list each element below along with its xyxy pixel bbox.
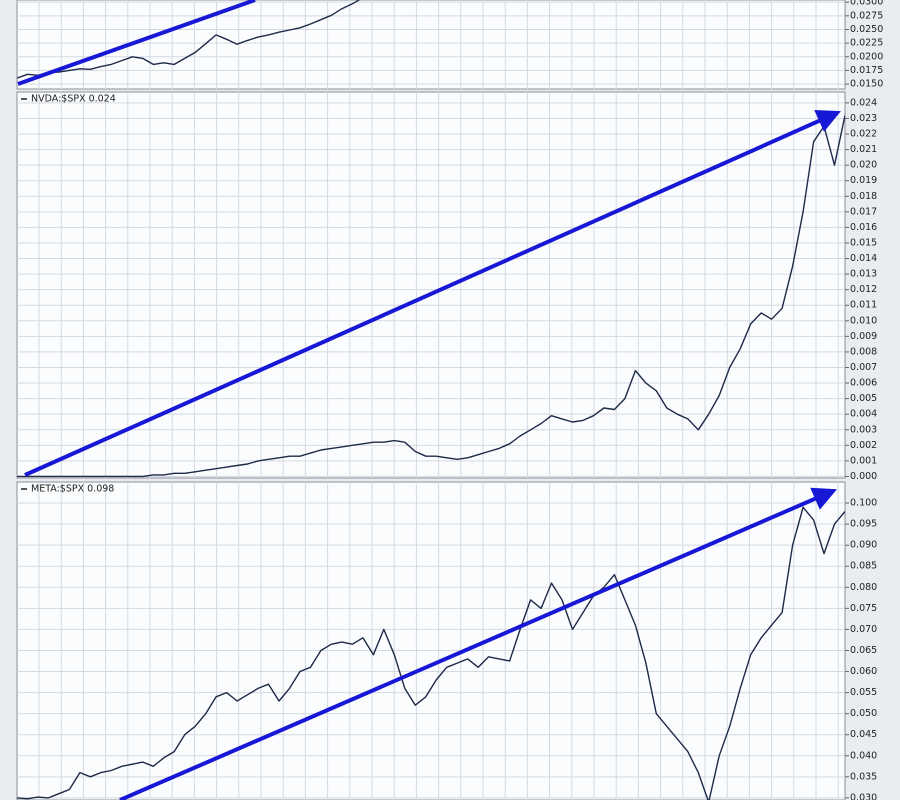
y-tick-label: 0.050 <box>850 708 877 719</box>
y-tick-label: 0.023 <box>850 113 877 124</box>
y-tick-label: 0.005 <box>850 393 877 404</box>
y-tick-label: 0.000 <box>850 471 877 482</box>
y-tick-label: 0.003 <box>850 424 877 435</box>
y-tick-label: 0.016 <box>850 222 877 233</box>
y-tick-label: 0.075 <box>850 603 877 614</box>
data-line <box>17 115 845 478</box>
y-tick-label: 0.014 <box>850 253 877 264</box>
panel-title: META:$SPX 0.098 <box>31 484 114 495</box>
y-tick-label: 0.060 <box>850 666 877 677</box>
y-tick-label: 0.065 <box>850 645 877 656</box>
y-tick-label: 0.001 <box>850 455 877 466</box>
trend-arrow <box>24 109 841 477</box>
y-tick-label: 0.0300 <box>850 0 883 8</box>
y-tick-label: 0.030 <box>850 792 877 800</box>
y-tick-label: 0.100 <box>850 498 877 509</box>
y-tick-label: 0.010 <box>850 315 877 326</box>
y-tick-label: 0.0225 <box>850 38 883 49</box>
y-tick-label: 0.011 <box>850 300 877 311</box>
y-tick-label: 0.018 <box>850 191 877 202</box>
y-tick-label: 0.0250 <box>850 24 883 35</box>
y-tick-label: 0.008 <box>850 346 877 357</box>
y-tick-label: 0.070 <box>850 624 877 635</box>
y-tick-label: 0.022 <box>850 129 877 140</box>
y-tick-label: 0.080 <box>850 582 877 593</box>
y-tick-label: 0.024 <box>850 97 877 108</box>
y-tick-label: 0.085 <box>850 561 877 572</box>
panel-title: NVDA:$SPX 0.024 <box>31 94 116 105</box>
series-layer <box>17 506 845 800</box>
y-tick-label: 0.090 <box>850 540 877 551</box>
y-tick-label: 0.0200 <box>850 51 883 62</box>
trend-arrow <box>17 0 256 86</box>
y-tick-label: 0.021 <box>850 144 877 155</box>
panel-2 <box>16 91 846 479</box>
y-tick-label: 0.009 <box>850 331 877 342</box>
y-tick-label: 0.004 <box>850 409 877 420</box>
y-tick-label: 0.007 <box>850 362 877 373</box>
y-tick-label: 0.017 <box>850 206 877 217</box>
y-tick-label: 0.012 <box>850 284 877 295</box>
y-tick-label: 0.019 <box>850 175 877 186</box>
y-tick-label: 0.045 <box>850 729 877 740</box>
y-tick-label: 0.020 <box>850 160 877 171</box>
panel-1 <box>16 0 846 90</box>
data-line <box>17 0 361 79</box>
y-tick-label: 0.0175 <box>850 65 883 76</box>
y-tick-label: 0.095 <box>850 519 877 530</box>
plot-layers <box>17 0 845 800</box>
y-tick-label: 0.0275 <box>850 10 883 21</box>
y-tick-label: 0.002 <box>850 440 877 451</box>
y-tick-label: 0.015 <box>850 237 877 248</box>
y-tick-label: 0.035 <box>850 771 877 782</box>
panel-3 <box>16 481 846 800</box>
y-tick-label: 0.006 <box>850 378 877 389</box>
y-tick-label: 0.013 <box>850 269 877 280</box>
series-layer <box>17 115 845 478</box>
data-line <box>17 506 845 800</box>
trend-arrow <box>119 487 838 800</box>
y-tick-label: 0.040 <box>850 750 877 761</box>
series-layer <box>17 0 361 79</box>
y-tick-label: 0.0150 <box>850 79 883 90</box>
y-tick-label: 0.055 <box>850 687 877 698</box>
